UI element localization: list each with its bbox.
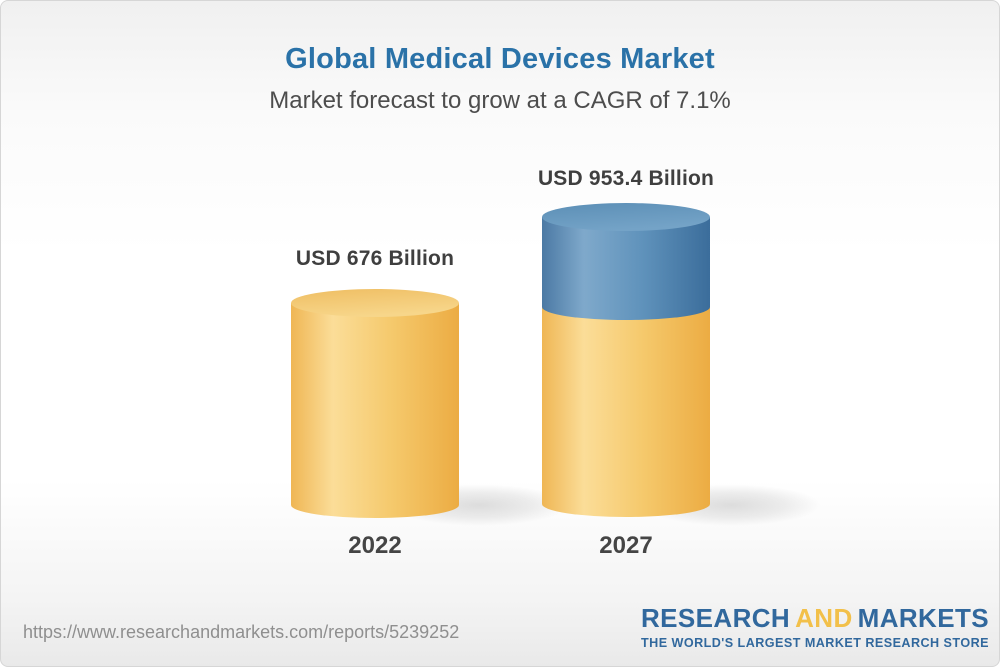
logo-tagline: THE WORLD'S LARGEST MARKET RESEARCH STOR… — [641, 636, 989, 650]
value-label-2027: USD 953.4 Billion — [537, 167, 715, 190]
category-label-2027: 2027 — [599, 532, 653, 559]
bar-cylinder-2022 — [291, 289, 459, 518]
report-url: https://www.researchandmarkets.com/repor… — [23, 622, 460, 642]
logo-wordmark: RESEARCH AND MARKETS — [641, 603, 989, 634]
logo-word-markets: MARKETS — [857, 603, 989, 633]
logo-word-research: RESEARCH — [641, 603, 791, 633]
base-segment — [542, 307, 710, 517]
growth-segment — [542, 217, 710, 320]
category-label-2022: 2022 — [348, 532, 402, 559]
bar-cylinder-2027 — [542, 203, 710, 517]
page-title: Global Medical Devices Market — [285, 43, 715, 75]
value-label-2022: USD 676 Billion — [295, 247, 455, 270]
researchandmarkets-logo: RESEARCH AND MARKETS THE WORLD'S LARGEST M… — [641, 603, 989, 650]
subtitle: Market forecast to grow at a CAGR of 7.1… — [269, 87, 731, 114]
logo-word-and: AND — [795, 603, 853, 633]
